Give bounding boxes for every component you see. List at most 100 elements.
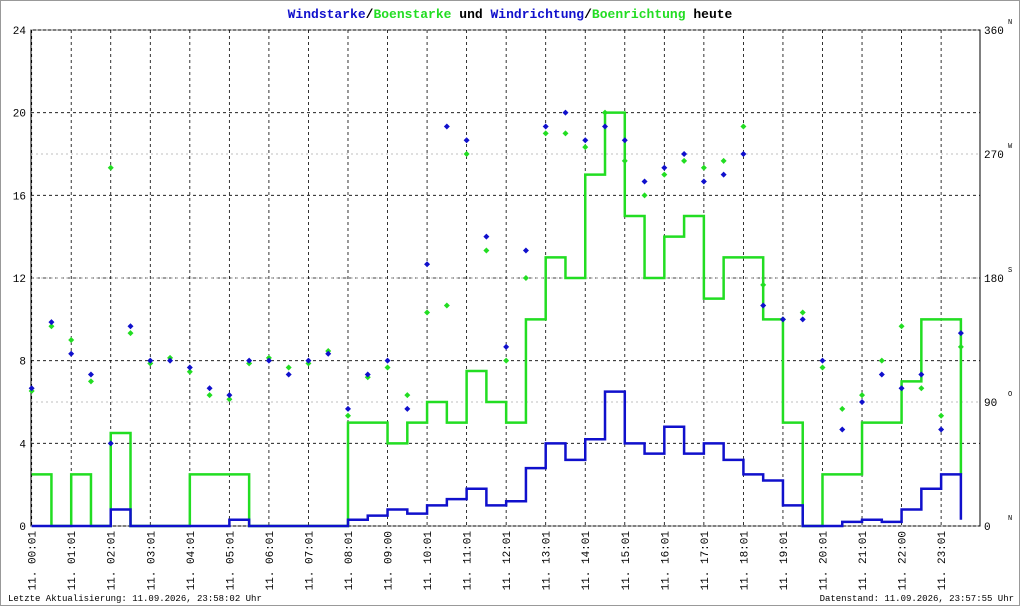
y2-compass-label: N [1008,515,1012,523]
direction-point [859,399,866,405]
direction-point [740,151,747,157]
direction-point [344,405,351,412]
direction-point [562,109,569,116]
x-tick-label: 11. 09:00 [384,531,396,590]
x-tick-label: 11. 08:01 [344,531,356,591]
x-tick-label: 11. 10:01 [423,531,435,591]
direction-point [799,309,806,316]
direction-point [265,357,272,364]
series-line [31,111,963,528]
direction-point [48,323,55,330]
direction-point [700,178,707,185]
x-tick-label: 11. 00:01 [28,531,40,591]
direction-point [720,171,727,178]
chart-title: Windstarke/Boenstarke und Windrichtung/B… [288,7,733,22]
direction-point [463,151,470,157]
direction-point [186,368,193,375]
direction-point [503,343,510,350]
footer-left: Letzte Aktualisierung: 11.09.2026, 23:58… [8,594,262,604]
direction-point [206,385,213,392]
direction-point [700,164,707,171]
y2-tick-label: 180 [984,274,1004,286]
x-tick-label: 11. 13:01 [542,531,554,591]
y2-tick-label: 90 [984,398,997,410]
x-tick-label: 11. 02:01 [107,531,119,591]
y2-compass-label: S [1008,267,1012,275]
direction-point [186,364,193,371]
y2-compass-label: O [1008,391,1012,399]
direction-point [918,371,925,378]
x-tick-label: 11. 03:01 [146,531,158,591]
y-tick-label: 16 [13,191,26,203]
title-part: / [584,7,592,22]
direction-point [28,385,35,392]
x-tick-label: 11. 14:01 [581,531,593,591]
direction-point [819,357,826,364]
direction-point [760,281,767,288]
direction-point [285,371,292,378]
x-tick-label: 11. 11:01 [463,531,475,591]
direction-point [661,164,668,171]
direction-point [898,323,905,330]
x-tick-label: 11. 07:01 [304,531,316,591]
x-tick-label: 11. 05:01 [225,531,237,591]
x-tick-label: 11. 18:01 [739,531,751,591]
direction-point [424,309,431,316]
y2-tick-label: 0 [984,522,991,534]
direction-point [661,171,668,178]
direction-point [938,412,945,419]
direction-point [364,371,371,378]
direction-point [779,316,786,323]
direction-point [542,123,549,130]
x-tick-label: 11. 16:01 [660,531,672,591]
direction-point [443,123,450,130]
y-tick-label: 0 [19,522,26,534]
y-tick-label: 4 [19,439,26,451]
direction-point [839,405,846,412]
y2-compass-label: N [1008,19,1012,27]
direction-point [582,137,589,144]
direction-point [127,330,134,337]
direction-point [107,440,114,447]
direction-point [226,392,233,399]
title-part: Windrichtung [490,7,584,22]
direction-point [720,157,727,164]
x-tick-label: 11. 01:01 [67,531,79,591]
direction-point [957,343,964,350]
direction-point [107,164,114,171]
direction-point [503,357,510,364]
direction-point [602,123,609,130]
direction-point [384,364,391,371]
y-tick-label: 24 [13,26,27,38]
y2-tick-label: 270 [984,150,1004,162]
x-tick-label: 11. 04:01 [186,531,198,591]
direction-point [602,109,609,116]
direction-point [641,192,648,199]
y-tick-label: 20 [13,109,26,121]
footer-right: Datenstand: 11.09.2026, 23:57:55 Uhr [820,594,1014,604]
direction-point [740,123,747,130]
direction-point [938,426,945,433]
x-tick-label: 11. 17:01 [700,531,712,591]
direction-point [681,151,688,157]
title-part: heute [686,7,733,22]
direction-point [522,275,529,281]
direction-point [681,157,688,164]
direction-point [878,371,885,378]
direction-point [206,392,213,399]
direction-point [226,396,233,403]
direction-point [87,371,94,378]
title-part: Boenstarke [373,7,451,22]
direction-point [147,357,154,364]
direction-point [384,357,391,364]
direction-point [819,364,826,371]
x-tick-label: 11. 23:01 [937,531,949,591]
y-tick-label: 12 [13,274,26,286]
direction-point [799,316,806,323]
direction-point [424,261,431,268]
x-tick-label: 11. 21:01 [858,531,870,591]
direction-point [957,330,964,337]
title-part: / [366,7,374,22]
direction-point [48,319,55,326]
